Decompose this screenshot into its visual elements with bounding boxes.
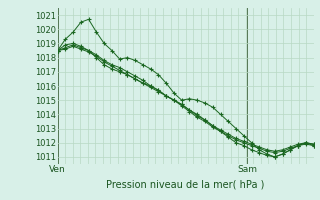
X-axis label: Pression niveau de la mer( hPa ): Pression niveau de la mer( hPa ) <box>107 180 265 190</box>
